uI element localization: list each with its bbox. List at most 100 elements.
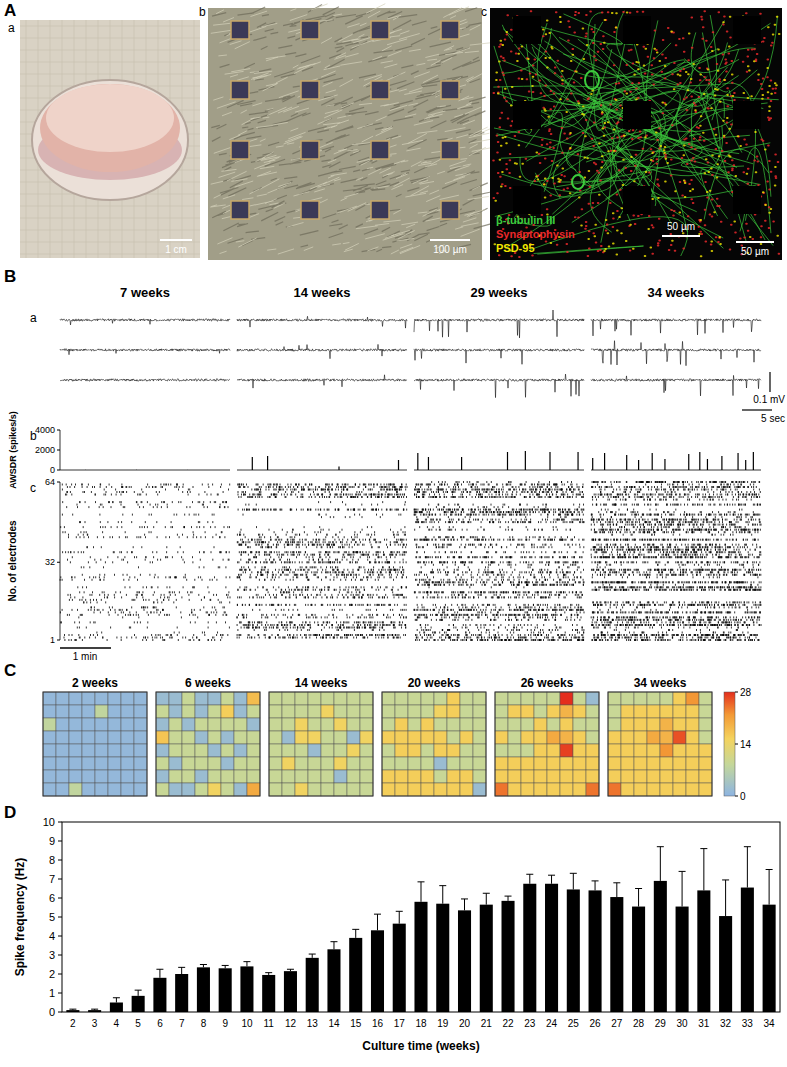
heatmap-cell [295, 783, 308, 796]
heatmap-cell [547, 718, 560, 731]
heatmap-cell [686, 744, 699, 757]
heatmap-cell [108, 731, 121, 744]
heatmap-cell [269, 731, 282, 744]
scale-label: 5 sec [761, 413, 785, 424]
heatmap-cell [408, 705, 421, 718]
heatmap-cell [621, 783, 634, 796]
heatmap-cell [156, 692, 169, 705]
electrode [513, 16, 541, 44]
error-bar [222, 965, 229, 968]
heatmap-cell [121, 770, 134, 783]
heatmap-cell [660, 757, 673, 770]
burst-rate [417, 453, 418, 470]
photo-background [490, 8, 782, 260]
bar [132, 996, 145, 1012]
baseline [60, 470, 230, 471]
heatmap-cell [660, 692, 673, 705]
heatmap-cell [408, 744, 421, 757]
heatmap-cell [195, 718, 208, 731]
heatmap-cell [182, 783, 195, 796]
heatmap-cell [360, 757, 373, 770]
heatmap-cell [699, 757, 712, 770]
error-bar [330, 942, 337, 950]
bar [219, 968, 232, 1012]
heatmap-cell [560, 757, 573, 770]
heatmap-cell [699, 718, 712, 731]
y-tick-label: 0 [50, 465, 55, 475]
column-title: 34 weeks [647, 285, 704, 300]
y-tick-label: 4000 [35, 425, 55, 435]
bar [719, 916, 732, 1012]
heatmap-cell [334, 744, 347, 757]
burst-rate [604, 453, 605, 470]
x-tick-label: 10 [241, 1018, 253, 1029]
heatmap-cell [495, 783, 508, 796]
baseline [414, 470, 584, 471]
photo-texture [211, 5, 494, 252]
heatmap-cell [395, 718, 408, 731]
heatmap-cell [447, 731, 460, 744]
heatmap-cell [434, 731, 447, 744]
heatmap-cell [573, 731, 586, 744]
y-tick [58, 841, 62, 842]
heatmap-cell [660, 705, 673, 718]
y-tick [58, 917, 62, 918]
heatmap-cell [247, 770, 260, 783]
heatmap-cell [573, 718, 586, 731]
colorbar-label: 14 [740, 739, 752, 750]
heatmap-cell [234, 692, 247, 705]
heatmap-cell [308, 770, 321, 783]
heatmap-cell [321, 731, 334, 744]
error-bar [309, 954, 316, 958]
puncta [493, 11, 779, 257]
heatmap-cell [460, 731, 473, 744]
plot-frame [62, 822, 780, 1012]
panel-label: C [4, 661, 16, 680]
heatmap-cell [660, 770, 673, 783]
neurite [493, 11, 778, 256]
dish [32, 80, 188, 200]
heatmap-cell [134, 770, 147, 783]
heatmap-cell [395, 692, 408, 705]
bar [197, 967, 210, 1012]
heatmap-cell [573, 783, 586, 796]
heatmap-cell [634, 718, 647, 731]
heatmap-cell [156, 731, 169, 744]
heatmap-cell [534, 705, 547, 718]
heatmap-cell [560, 705, 573, 718]
x-tick-label: 16 [372, 1018, 384, 1029]
heatmap-cell [182, 692, 195, 705]
bar [610, 897, 623, 1012]
electrode [371, 201, 389, 219]
colorbar-tick [735, 744, 738, 745]
heatmap-cell [673, 757, 686, 770]
y-tick-label: 1 [50, 635, 55, 645]
heatmap-cell [234, 783, 247, 796]
x-tick-label: 34 [764, 1018, 776, 1029]
heatmap-cell [434, 692, 447, 705]
heatmap-cell [269, 757, 282, 770]
heatmap-cell [82, 705, 95, 718]
error-bar [526, 874, 533, 884]
panel-label: B [4, 267, 16, 286]
heatmap-cell [382, 783, 395, 796]
heatmap-cell [647, 757, 660, 770]
heatmap-cell [608, 757, 621, 770]
y-tick [58, 993, 62, 994]
y-tick-label: 32 [45, 557, 55, 567]
heatmap-cell [434, 757, 447, 770]
heatmap-cell [421, 783, 434, 796]
heatmap-cell [495, 705, 508, 718]
heatmap-cell [347, 770, 360, 783]
heatmap-cell [208, 744, 221, 757]
y-tick-label: 6 [49, 892, 55, 904]
heatmap-cell [434, 744, 447, 757]
electrode [231, 201, 249, 219]
heatmap-cell [395, 744, 408, 757]
electrode [623, 101, 651, 129]
heatmap-cell [108, 744, 121, 757]
heatmap-cell [660, 731, 673, 744]
x-tick-label: 12 [285, 1018, 297, 1029]
heatmap-cell [69, 705, 82, 718]
heatmap-cell [334, 718, 347, 731]
